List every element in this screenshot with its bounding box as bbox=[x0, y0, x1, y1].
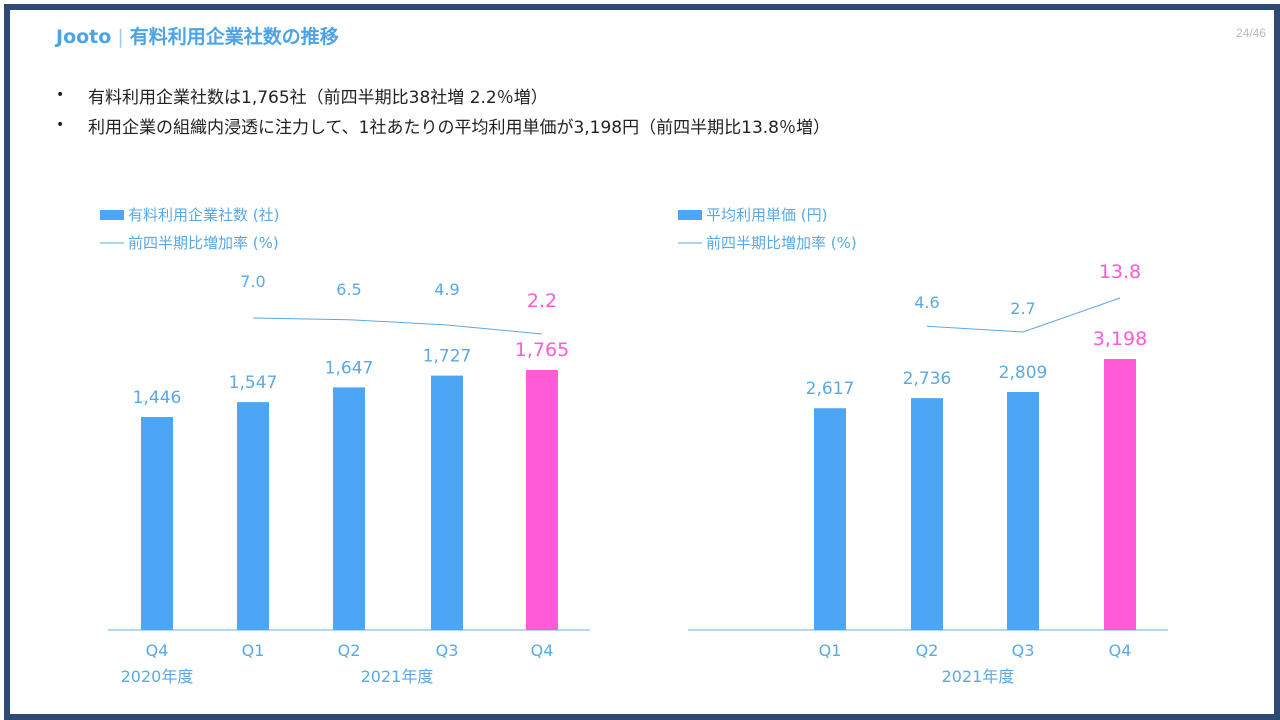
page-number: 24/46 bbox=[1235, 26, 1266, 40]
page-title: 有料利用企業社数の推移 bbox=[129, 26, 339, 48]
bullet-dot-icon: • bbox=[56, 87, 65, 103]
growth-rate-label: 6.5 bbox=[336, 280, 361, 299]
legend-label-line: 前四半期比増加率 (%) bbox=[706, 234, 857, 252]
slide-frame bbox=[4, 4, 1280, 720]
bar bbox=[141, 416, 173, 630]
legend-label-bars: 平均利用単価 (円) bbox=[706, 206, 827, 224]
x-tick-label: Q4 bbox=[146, 641, 169, 660]
bar bbox=[814, 408, 846, 630]
growth-line bbox=[252, 317, 543, 335]
growth-rate-label: 4.6 bbox=[914, 293, 939, 312]
x-tick-label: Q3 bbox=[436, 641, 459, 660]
x-tick-label: Q4 bbox=[1109, 641, 1132, 660]
bar bbox=[431, 375, 463, 630]
legend-label-line: 前四半期比増加率 (%) bbox=[128, 234, 279, 252]
brand-name: Jooto bbox=[56, 26, 112, 48]
bar-value-label: 2,809 bbox=[999, 363, 1048, 383]
year-label: 2020年度 bbox=[121, 667, 194, 686]
bar-value-label: 2,736 bbox=[903, 369, 952, 389]
x-tick-label: Q1 bbox=[819, 641, 842, 660]
x-tick-label: Q2 bbox=[916, 641, 939, 660]
bullet-item: • 利用企業の組織内浸透に注力して、1社あたりの平均利用単価が3,198円（前四… bbox=[56, 110, 830, 140]
bar-value-label: 1,547 bbox=[229, 373, 278, 393]
bar-value-label: 1,446 bbox=[133, 388, 182, 408]
bar bbox=[333, 387, 365, 630]
legend-label-bars: 有料利用企業社数 (社) bbox=[128, 206, 279, 224]
year-label: 2021年度 bbox=[942, 667, 1015, 686]
x-tick-label: Q3 bbox=[1012, 641, 1035, 660]
x-tick-label: Q4 bbox=[531, 641, 554, 660]
bar-value-label: 1,647 bbox=[325, 358, 374, 378]
slide-title: Jooto | 有料利用企業社数の推移 bbox=[56, 22, 339, 49]
title-separator: | bbox=[117, 26, 124, 48]
bar-value-label: 3,198 bbox=[1093, 328, 1147, 350]
bar-value-label: 1,765 bbox=[515, 339, 569, 361]
x-tick-label: Q1 bbox=[242, 641, 265, 660]
bar bbox=[1007, 391, 1039, 630]
growth-rate-label: 4.9 bbox=[434, 280, 459, 299]
legend-bar-swatch bbox=[678, 210, 702, 220]
bar bbox=[911, 398, 943, 630]
growth-rate-label: 2.2 bbox=[527, 290, 557, 312]
growth-line bbox=[926, 297, 1121, 333]
growth-rate-label: 13.8 bbox=[1099, 261, 1141, 283]
bullet-text: 有料利用企業社数は1,765社（前四半期比38社増 2.2％増） bbox=[88, 87, 548, 108]
growth-rate-label: 7.0 bbox=[240, 272, 265, 291]
bullet-text: 利用企業の組織内浸透に注力して、1社あたりの平均利用単価が3,198円（前四半期… bbox=[88, 117, 830, 138]
bullet-dot-icon: • bbox=[56, 117, 65, 133]
bar bbox=[526, 370, 558, 630]
legend-bar-swatch bbox=[100, 210, 124, 220]
x-tick-label: Q2 bbox=[338, 641, 361, 660]
bullet-item: • 有料利用企業社数は1,765社（前四半期比38社増 2.2％増） bbox=[56, 80, 830, 110]
bullet-list: • 有料利用企業社数は1,765社（前四半期比38社増 2.2％増） • 利用企… bbox=[56, 80, 830, 140]
bar-value-label: 2,617 bbox=[806, 379, 855, 399]
growth-rate-label: 2.7 bbox=[1010, 299, 1035, 318]
year-label: 2021年度 bbox=[361, 667, 434, 686]
bar-value-label: 1,727 bbox=[423, 347, 472, 367]
bar bbox=[237, 402, 269, 630]
bar bbox=[1104, 359, 1136, 630]
